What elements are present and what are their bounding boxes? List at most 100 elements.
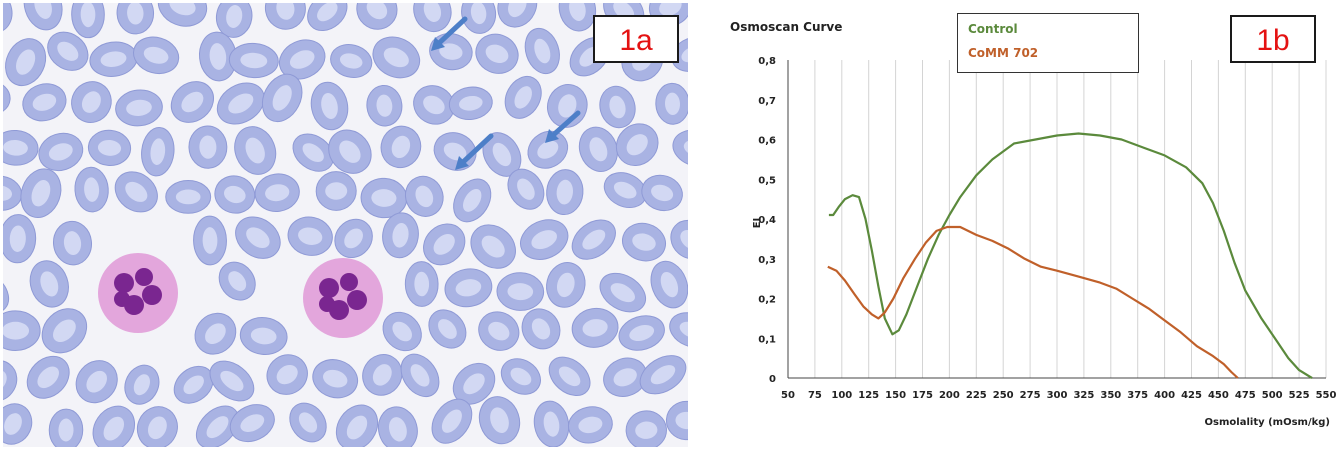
x-tick-label: 350 <box>1100 390 1121 401</box>
red-blood-cell-icon <box>447 84 494 122</box>
chart-title: Osmoscan Curve <box>730 20 842 34</box>
y-tick-label: 0,5 <box>758 175 776 186</box>
red-blood-cell-icon <box>327 212 380 266</box>
x-tick-label: 250 <box>993 390 1014 401</box>
red-blood-cell-icon <box>131 400 184 447</box>
red-blood-cell-icon <box>545 168 585 216</box>
red-blood-cell-icon <box>462 216 524 277</box>
x-tick-label: 450 <box>1208 390 1229 401</box>
red-blood-cell-icon <box>262 3 309 32</box>
red-blood-cell-icon <box>355 347 409 402</box>
x-axis-title: Osmolality (mOsm/kg) <box>1205 417 1330 428</box>
x-tick-label: 325 <box>1073 390 1094 401</box>
red-blood-cell-icon <box>442 265 495 310</box>
panel-label-1a: 1a <box>593 15 679 63</box>
red-blood-cell-icon <box>565 212 623 267</box>
red-blood-cell-icon <box>228 120 283 180</box>
x-tick-label: 425 <box>1181 390 1202 401</box>
x-tick-label: 375 <box>1127 390 1148 401</box>
red-blood-cell-icon <box>259 347 315 402</box>
red-blood-cell-icon <box>3 79 12 117</box>
red-blood-cell-icon <box>3 32 53 92</box>
red-blood-cell-icon <box>426 30 475 73</box>
y-axis-title: EI <box>752 218 763 229</box>
red-blood-cell-icon <box>129 32 183 79</box>
red-blood-cell-icon <box>33 300 95 362</box>
x-tick-label: 300 <box>1047 390 1068 401</box>
red-blood-cell-icon <box>495 352 547 402</box>
red-blood-cell-icon <box>531 398 573 447</box>
x-tick-label: 275 <box>1020 390 1041 401</box>
red-blood-cell-icon <box>663 212 688 266</box>
red-blood-cell-icon <box>618 218 670 266</box>
series-line-comm-702 <box>828 227 1238 378</box>
red-blood-cell-icon <box>569 305 621 350</box>
red-blood-cell-icon <box>637 170 687 216</box>
red-blood-cell-icon <box>316 171 357 210</box>
x-tick-label: 500 <box>1262 390 1283 401</box>
red-blood-cell-icon <box>3 129 39 167</box>
x-tick-label: 125 <box>858 390 879 401</box>
red-blood-cell-icon <box>152 3 212 33</box>
red-blood-cell-icon <box>88 39 140 79</box>
red-blood-cell-icon <box>565 403 615 447</box>
red-blood-cell-icon <box>520 24 565 78</box>
red-blood-cell-icon <box>374 403 423 447</box>
red-blood-cell-icon <box>542 349 598 403</box>
y-tick-label: 0,8 <box>758 56 776 67</box>
red-blood-cell-icon <box>496 272 544 311</box>
red-blood-cell-icon <box>665 307 688 354</box>
red-blood-cell-icon <box>228 208 289 266</box>
red-blood-cell-icon <box>514 212 574 266</box>
red-blood-cell-icon <box>645 256 688 313</box>
red-blood-cell-icon <box>328 397 386 447</box>
red-blood-cell-icon <box>446 172 498 229</box>
x-tick-label: 175 <box>912 390 933 401</box>
red-blood-cell-icon <box>375 120 427 173</box>
legend-entry-comm-702: CoMM 702 <box>968 46 1038 60</box>
red-blood-cell-icon <box>166 181 211 214</box>
x-tick-label: 50 <box>781 390 795 401</box>
y-tick-label: 0,2 <box>758 295 776 306</box>
x-tick-label: 550 <box>1316 390 1337 401</box>
x-tick-label: 525 <box>1289 390 1310 401</box>
x-tick-label: 100 <box>831 390 852 401</box>
red-blood-cell-icon <box>633 348 688 402</box>
red-blood-cell-icon <box>421 302 473 355</box>
red-blood-cell-icon <box>87 129 132 168</box>
legend-entry-control: Control <box>968 22 1018 36</box>
neutrophil-icon <box>98 253 178 333</box>
red-blood-cell-icon <box>498 70 548 124</box>
x-tick-label: 475 <box>1235 390 1256 401</box>
x-tick-label: 150 <box>885 390 906 401</box>
red-blood-cell-icon <box>253 171 302 214</box>
red-blood-cell-icon <box>238 315 289 357</box>
red-blood-cell-icon <box>114 88 164 128</box>
neutrophil-icon <box>303 258 383 338</box>
red-blood-cell-icon <box>85 398 143 447</box>
blood-smear-svg <box>3 3 688 447</box>
red-blood-cell-icon <box>365 84 404 128</box>
red-blood-cell-icon <box>73 166 109 213</box>
red-blood-cell-icon <box>3 353 25 410</box>
red-blood-cell-icon <box>49 409 83 447</box>
y-tick-label: 0 <box>769 374 776 385</box>
y-tick-label: 0,7 <box>758 96 776 107</box>
red-blood-cell-icon <box>470 28 525 80</box>
red-blood-cell-icon <box>300 3 354 38</box>
red-blood-cell-icon <box>18 3 67 35</box>
red-blood-cell-icon <box>116 3 155 35</box>
red-blood-cell-icon <box>3 311 40 351</box>
red-blood-cell-icon <box>284 213 335 259</box>
red-blood-cell-icon <box>119 360 165 410</box>
red-blood-cell-icon <box>472 304 526 357</box>
red-blood-cell-icon <box>595 82 639 131</box>
y-tick-label: 0,3 <box>758 255 776 266</box>
red-blood-cell-icon <box>655 83 688 126</box>
red-blood-cell-icon <box>193 216 227 265</box>
red-blood-cell-icon <box>542 258 590 311</box>
red-blood-cell-icon <box>405 261 439 306</box>
red-blood-cell-icon <box>163 73 222 131</box>
osmoscan-chart: 50 75 100 125 150 175 200 225 250 275 300 325 350 375… <box>700 0 1340 452</box>
red-blood-cell-icon <box>18 79 70 127</box>
